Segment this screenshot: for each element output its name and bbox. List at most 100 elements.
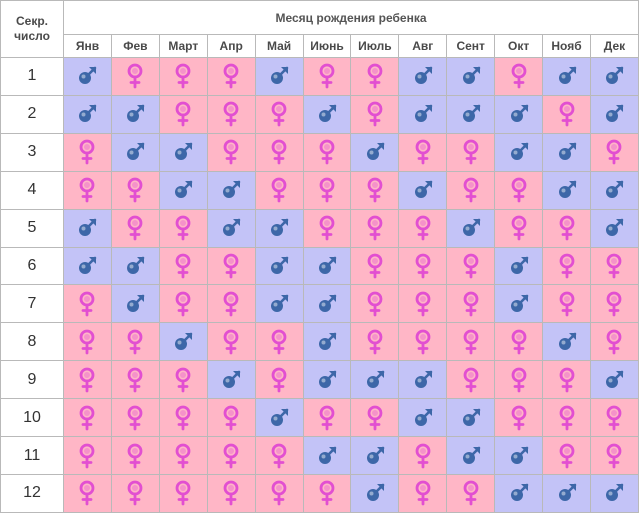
male-symbol-icon <box>160 141 207 163</box>
female-symbol-icon <box>447 253 494 279</box>
male-symbol-icon <box>447 407 494 429</box>
male-symbol-icon <box>64 255 111 277</box>
male-symbol-icon <box>591 369 638 391</box>
age-row-label: 8 <box>0 322 64 362</box>
month-group-title: Месяц рождения ребенка <box>63 0 639 35</box>
girl-cell <box>302 132 352 172</box>
boy-cell <box>350 360 400 400</box>
table-header: Секр. число Месяц рождения ребенка Янв Фе… <box>0 0 639 58</box>
male-symbol-icon <box>304 369 351 391</box>
boy-cell <box>589 94 639 134</box>
boy-cell <box>494 94 544 134</box>
girl-cell <box>158 284 208 324</box>
female-symbol-icon <box>399 139 446 165</box>
male-symbol-icon <box>256 293 303 315</box>
male-symbol-icon <box>399 369 446 391</box>
boy-cell <box>158 170 208 210</box>
boy-cell <box>302 246 352 286</box>
boy-cell <box>302 94 352 134</box>
boy-cell <box>494 132 544 172</box>
girl-cell <box>254 170 304 210</box>
female-symbol-icon <box>351 253 398 279</box>
table-row: 5 <box>0 208 639 248</box>
female-symbol-icon <box>351 101 398 127</box>
month-header: Дек <box>589 34 639 58</box>
female-symbol-icon <box>112 405 159 431</box>
boy-cell <box>446 94 496 134</box>
girl-cell <box>206 322 256 362</box>
male-symbol-icon <box>591 103 638 125</box>
girl-cell <box>446 170 496 210</box>
boy-cell <box>254 398 304 438</box>
female-symbol-icon <box>64 405 111 431</box>
male-symbol-icon <box>112 103 159 125</box>
girl-cell <box>63 398 112 438</box>
girl-cell <box>110 170 160 210</box>
age-row-label: 7 <box>0 284 64 324</box>
boy-cell <box>350 132 400 172</box>
boy-cell <box>350 436 400 475</box>
girl-cell <box>158 57 208 96</box>
girl-cell <box>158 360 208 400</box>
boy-cell <box>542 57 591 96</box>
month-header: Янв <box>63 34 112 58</box>
table-row: 1 <box>0 57 639 96</box>
month-header: Авг <box>398 34 448 58</box>
girl-cell <box>589 284 639 324</box>
boy-cell <box>494 473 544 513</box>
girl-cell <box>254 94 304 134</box>
boy-cell <box>398 94 448 134</box>
girl-cell <box>158 436 208 475</box>
male-symbol-icon <box>495 482 542 504</box>
male-symbol-icon <box>351 369 398 391</box>
girl-cell <box>110 473 160 513</box>
male-symbol-icon <box>543 331 590 353</box>
male-symbol-icon <box>399 179 446 201</box>
boy-cell <box>254 284 304 324</box>
age-label-line1: Секр. <box>15 14 48 28</box>
female-symbol-icon <box>160 215 207 241</box>
girl-cell <box>302 398 352 438</box>
boy-cell <box>63 246 112 286</box>
female-symbol-icon <box>447 367 494 393</box>
girl-cell <box>254 436 304 475</box>
female-symbol-icon <box>495 215 542 241</box>
female-symbol-icon <box>208 291 255 317</box>
table-row: 10 <box>0 398 639 438</box>
female-symbol-icon <box>495 63 542 89</box>
girl-cell <box>589 436 639 475</box>
female-symbol-icon <box>304 405 351 431</box>
month-header: Июль <box>350 34 400 58</box>
age-row-label: 1 <box>0 57 64 96</box>
table-row: 9 <box>0 360 639 400</box>
girl-cell <box>350 398 400 438</box>
boy-cell <box>158 322 208 362</box>
month-header-row: Янв Фев Март Апр Май Июнь Июль Авг Сент Окт Нояб Де… <box>1 34 639 58</box>
female-symbol-icon <box>447 177 494 203</box>
month-header: Май <box>254 34 304 58</box>
girl-cell <box>589 398 639 438</box>
age-row-label: 3 <box>0 132 64 172</box>
boy-cell <box>110 132 160 172</box>
girl-cell <box>206 473 256 513</box>
table-row: 12 <box>0 473 639 513</box>
girl-cell <box>542 94 591 134</box>
month-header: Сент <box>446 34 496 58</box>
female-symbol-icon <box>112 215 159 241</box>
female-symbol-icon <box>591 405 638 431</box>
male-symbol-icon <box>304 331 351 353</box>
female-symbol-icon <box>112 329 159 355</box>
table-row: 4 <box>0 170 639 210</box>
boy-cell <box>254 246 304 286</box>
boy-cell <box>589 473 639 513</box>
girl-cell <box>158 473 208 513</box>
boy-cell <box>446 436 496 475</box>
male-symbol-icon <box>112 141 159 163</box>
female-symbol-icon <box>591 443 638 469</box>
boy-cell <box>206 208 256 248</box>
female-symbol-icon <box>399 480 446 506</box>
girl-cell <box>398 246 448 286</box>
month-header: Март <box>158 34 208 58</box>
boy-cell <box>446 208 496 248</box>
